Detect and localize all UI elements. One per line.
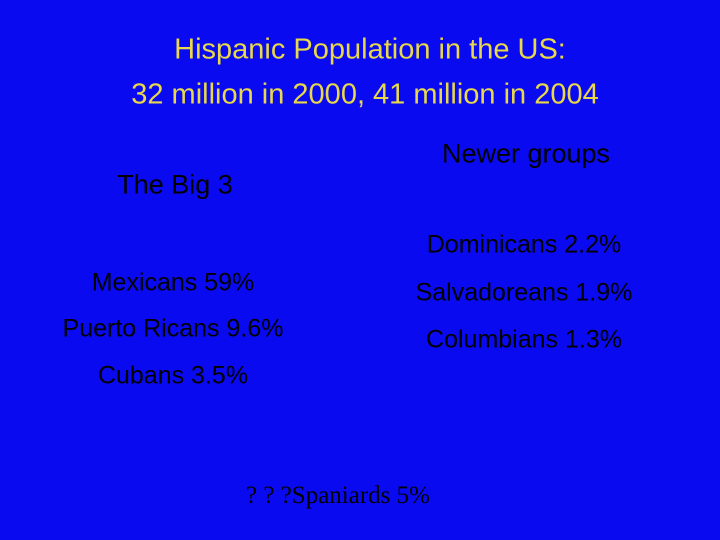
list-item: Salvadoreans 1.9% <box>415 278 633 307</box>
column-heading: Newer groups <box>441 138 611 169</box>
list-item: Mexicans 59% <box>91 268 255 297</box>
footer-note: ? ? ?Spaniards 5% <box>246 482 430 509</box>
list-item: Dominicans 2.2% <box>426 230 622 259</box>
title-line: 32 million in 2000, 41 million in 2004 <box>131 78 599 111</box>
list-item: Cubans 3.5% <box>97 361 249 390</box>
title-line: Hispanic Population in the US: <box>174 33 566 66</box>
list-item: Columbians 1.3% <box>426 325 622 354</box>
column-heading: The Big 3 <box>117 169 233 200</box>
list-item: Puerto Ricans 9.6% <box>62 314 284 343</box>
